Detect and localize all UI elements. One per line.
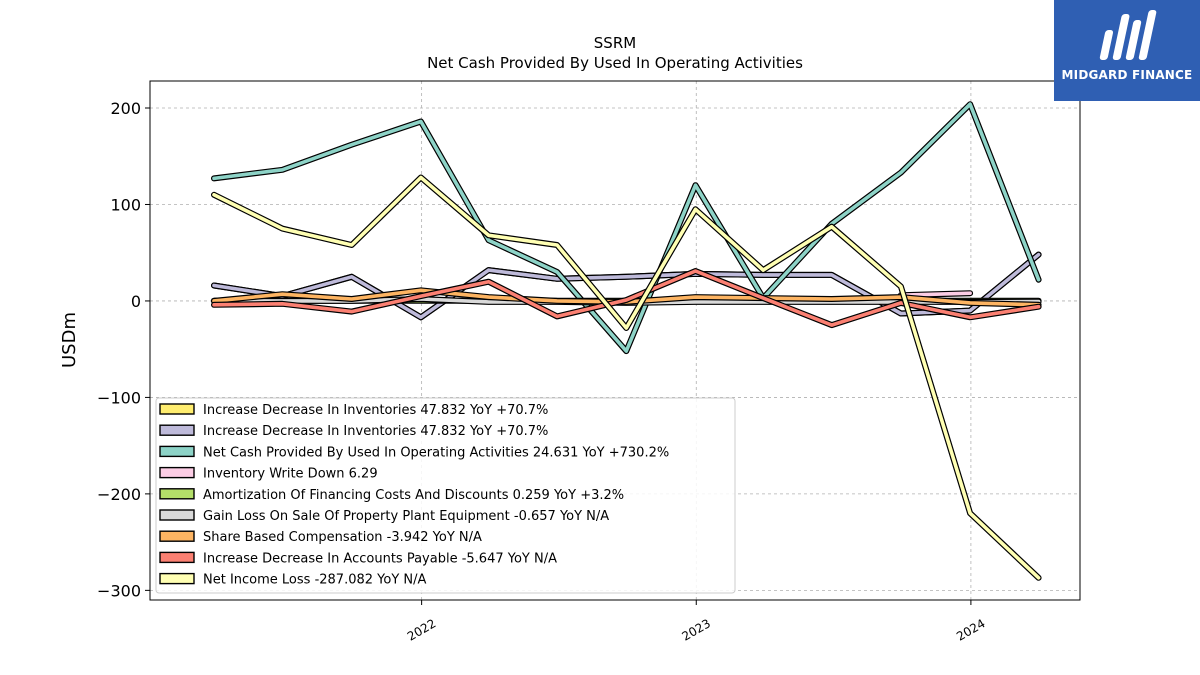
legend-entry: Gain Loss On Sale Of Property Plant Equi… bbox=[203, 509, 609, 524]
legend-swatch bbox=[159, 572, 195, 585]
brand-logo: MIDGARD FINANCE bbox=[1054, 0, 1200, 101]
legend-entry: Amortization Of Financing Costs And Disc… bbox=[203, 488, 624, 503]
chart-subtitle: Net Cash Provided By Used In Operating A… bbox=[427, 54, 803, 72]
y-tick-label: −300 bbox=[97, 581, 141, 600]
legend: Increase Decrease In Inventories 47.832 … bbox=[155, 397, 736, 594]
chart-title: SSRM bbox=[594, 34, 636, 52]
y-tick-label: −200 bbox=[97, 485, 141, 504]
legend-entry: Net Cash Provided By Used In Operating A… bbox=[203, 445, 669, 460]
legend-swatch bbox=[159, 530, 195, 542]
legend-box bbox=[155, 397, 736, 594]
legend-swatch bbox=[159, 509, 195, 521]
y-tick-label: 200 bbox=[110, 99, 141, 118]
x-tick-label: 2024 bbox=[954, 616, 987, 643]
series-line bbox=[212, 175, 1041, 580]
legend-swatch bbox=[159, 424, 195, 436]
legend-swatch bbox=[159, 488, 195, 500]
grid bbox=[150, 81, 1080, 600]
y-tick-label: 100 bbox=[110, 195, 141, 214]
brand-logo-text: MIDGARD FINANCE bbox=[1061, 68, 1193, 82]
y-tick-label: 0 bbox=[131, 292, 141, 311]
logo-mark-icon bbox=[1099, 10, 1157, 60]
series-line bbox=[212, 269, 1041, 327]
series-line bbox=[212, 102, 1041, 353]
legend-entry: Net Income Loss -287.082 YoY N/A bbox=[203, 573, 426, 588]
legend-entry: Increase Decrease In Inventories 47.832 … bbox=[203, 403, 548, 418]
series-line bbox=[212, 252, 1041, 320]
legend-entry: Increase Decrease In Accounts Payable -5… bbox=[203, 551, 557, 566]
legend-entry: Share Based Compensation -3.942 YoY N/A bbox=[203, 530, 482, 545]
y-axis: 200 100 0 −100 −200 −300 bbox=[97, 99, 150, 600]
legend-swatch bbox=[159, 445, 195, 458]
x-tick-label: 2023 bbox=[680, 616, 713, 643]
x-tick-label: 2022 bbox=[405, 616, 438, 643]
y-tick-label: −100 bbox=[97, 388, 141, 407]
x-axis: 2022 2023 2024 bbox=[405, 600, 988, 644]
legend-swatch bbox=[159, 403, 195, 415]
series-lines bbox=[211, 101, 1042, 581]
legend-entry: Inventory Write Down 6.29 bbox=[203, 467, 378, 482]
y-axis-label: USDm bbox=[59, 312, 80, 368]
legend-entry: Increase Decrease In Inventories 47.832 … bbox=[203, 424, 548, 439]
series-line bbox=[899, 291, 972, 298]
legend-swatch bbox=[159, 466, 195, 479]
plot-frame bbox=[149, 80, 1081, 601]
legend-swatch bbox=[159, 551, 195, 564]
